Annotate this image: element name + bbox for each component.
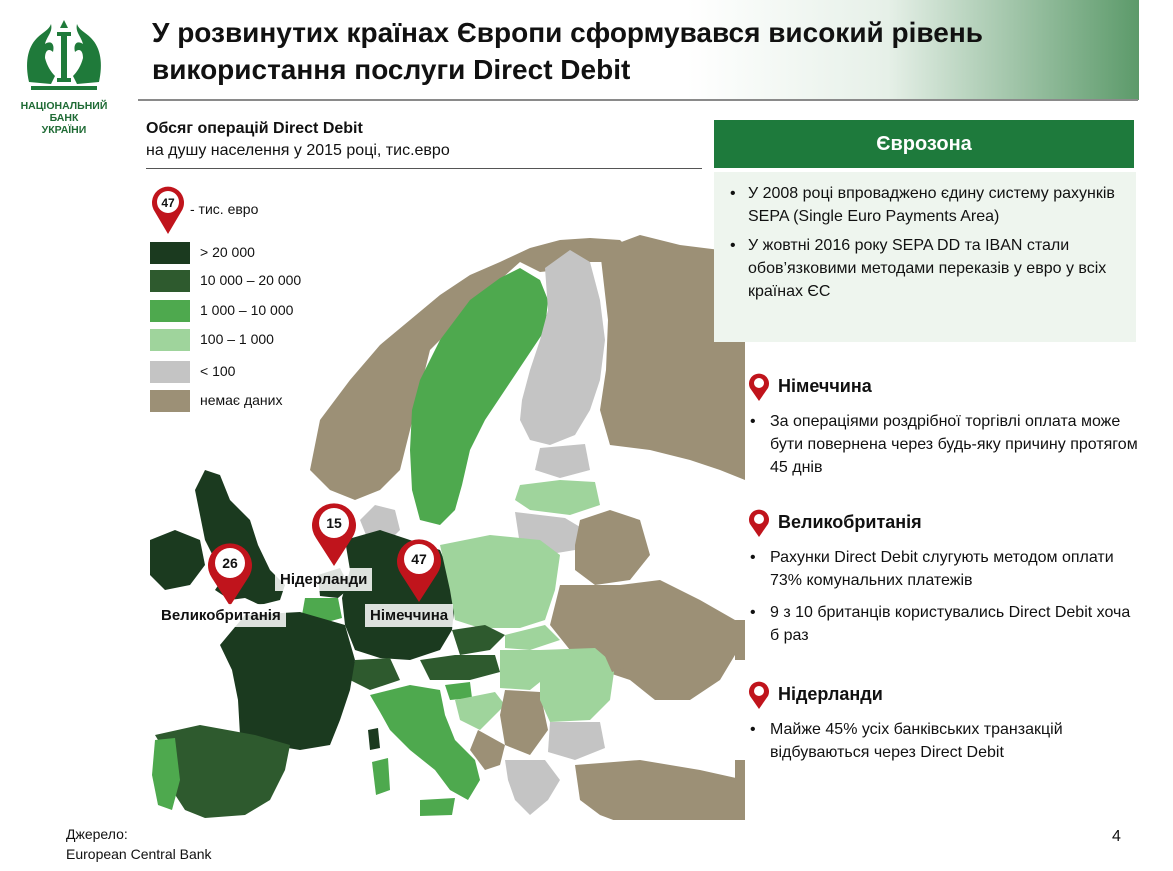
nbu-logo: НАЦІОНАЛЬНИЙ БАНК УКРАЇНИ	[14, 14, 114, 136]
section-title: Нідерланди	[778, 683, 883, 704]
location-pin-icon	[749, 681, 769, 709]
map-label-netherlands: Нідерланди	[275, 568, 373, 591]
legend-swatch	[150, 270, 190, 292]
section-item: 9 з 10 британців користувались Direct De…	[748, 601, 1138, 647]
legend-label: 100 – 1 000	[200, 331, 274, 347]
map-pin-uk: 26	[208, 543, 252, 606]
country-bosnia	[470, 730, 505, 770]
map-pin-value: 47	[411, 551, 427, 567]
country-spain	[155, 725, 290, 818]
legend-pin-value: 47	[161, 196, 175, 210]
legend-swatch	[150, 300, 190, 322]
country-uk	[195, 470, 285, 605]
country-czechia	[452, 625, 505, 655]
source-line: European Central Bank	[66, 846, 212, 862]
country-bulgaria	[548, 722, 605, 760]
section-item: Рахунки Direct Debit слугують методом оп…	[748, 546, 1138, 592]
country-austria	[420, 655, 500, 680]
title-band	[134, 0, 1139, 100]
country-slovakia	[505, 625, 560, 650]
legend-label: > 20 000	[200, 244, 255, 260]
country-greece	[505, 760, 560, 815]
country-sicily	[420, 798, 455, 816]
country-france	[220, 612, 355, 750]
page-title-line: У розвинутих країнах Європи сформувався …	[152, 17, 983, 48]
section-header-netherlands: Нідерланди	[748, 680, 883, 710]
legend-pin-icon: 47	[152, 186, 184, 234]
legend-swatch	[150, 329, 190, 351]
map-pin-germany: 47	[397, 539, 441, 602]
europe-map	[150, 235, 745, 820]
country-turkey	[575, 760, 745, 820]
legend-swatch	[150, 242, 190, 264]
country-slovenia	[445, 682, 472, 700]
country-portugal	[152, 738, 180, 810]
eurozone-header: Єврозона	[714, 120, 1134, 168]
logo-line: НАЦІОНАЛЬНИЙ	[20, 100, 108, 112]
country-poland	[440, 535, 560, 628]
country-sardinia	[372, 758, 390, 795]
country-estonia	[535, 444, 590, 478]
legend-swatch	[150, 390, 190, 412]
page-number: 4	[1112, 828, 1121, 845]
title-divider	[138, 99, 1138, 101]
map-pin-value: 26	[222, 555, 238, 571]
legend-swatch	[150, 361, 190, 383]
section-header-uk: Великобританія	[748, 508, 922, 538]
country-romania	[540, 648, 615, 722]
country-ireland	[150, 530, 205, 590]
country-finland	[520, 250, 605, 445]
map-subtitle-rest: на душу населення у 2015 році, тис.евро	[146, 142, 450, 159]
map-label-uk: Великобританія	[156, 604, 286, 627]
country-sweden	[410, 268, 548, 525]
map-subtitle: Обсяг операцій Direct Debit на душу насе…	[146, 118, 450, 162]
map-pin-netherlands: 15	[312, 503, 356, 566]
eurozone-box: У 2008 році впроваджено єдину систему ра…	[714, 172, 1136, 342]
location-pin-icon	[749, 373, 769, 401]
legend-label: < 100	[200, 363, 236, 379]
page-title-line: використання послуги Direct Debit	[152, 54, 631, 85]
country-latvia	[515, 480, 600, 515]
nbu-griffin-emblem-icon	[27, 20, 101, 90]
country-croatia	[455, 692, 505, 730]
legend-label: немає даних	[200, 392, 283, 408]
legend-label: 1 000 – 10 000	[200, 302, 294, 318]
country-ukraine	[550, 580, 738, 700]
map-pin-value: 15	[326, 515, 342, 531]
page-title: У розвинутих країнах Європи сформувався …	[152, 14, 983, 88]
country-overflow	[735, 620, 745, 660]
logo-line: УКРАЇНИ	[41, 124, 87, 136]
country-italy	[370, 685, 480, 800]
source-line: Джерело:	[66, 826, 128, 842]
country-corsica	[368, 728, 380, 750]
country-russia	[600, 235, 745, 480]
section-header-germany: Німеччина	[748, 372, 872, 402]
map-subtitle-bold: Обсяг операцій Direct Debit	[146, 120, 363, 137]
country-moldova	[600, 645, 625, 672]
legend-label: 10 000 – 20 000	[200, 272, 302, 288]
section-item: За операціями роздрібної торгівлі оплата…	[748, 410, 1138, 479]
country-belarus	[575, 510, 650, 585]
logo-line: БАНК	[49, 112, 79, 124]
eurozone-item: У жовтні 2016 року SEPA DD та IBAN стали…	[728, 234, 1122, 303]
subtitle-divider	[146, 168, 702, 169]
section-item: Майже 45% усіх банківських транзакцій ві…	[748, 718, 1138, 764]
country-switzerland	[350, 658, 400, 690]
section-list-germany: За операціями роздрібної торгівлі оплата…	[748, 410, 1138, 488]
legend-pin-label: - тис. евро	[190, 201, 259, 217]
location-pin-icon	[749, 509, 769, 537]
section-title: Німеччина	[778, 375, 872, 396]
source-note: Джерело: European Central Bank	[66, 824, 212, 864]
section-list-uk: Рахунки Direct Debit слугують методом оп…	[748, 546, 1138, 656]
section-list-netherlands: Майже 45% усіх банківських транзакцій ві…	[748, 718, 1138, 773]
country-norway	[310, 238, 635, 500]
section-title: Великобританія	[778, 511, 922, 532]
eurozone-item: У 2008 році впроваджено єдину систему ра…	[728, 182, 1122, 228]
country-serbia	[500, 690, 548, 755]
map-label-germany: Німеччина	[365, 604, 454, 627]
country-overflow	[735, 760, 745, 790]
